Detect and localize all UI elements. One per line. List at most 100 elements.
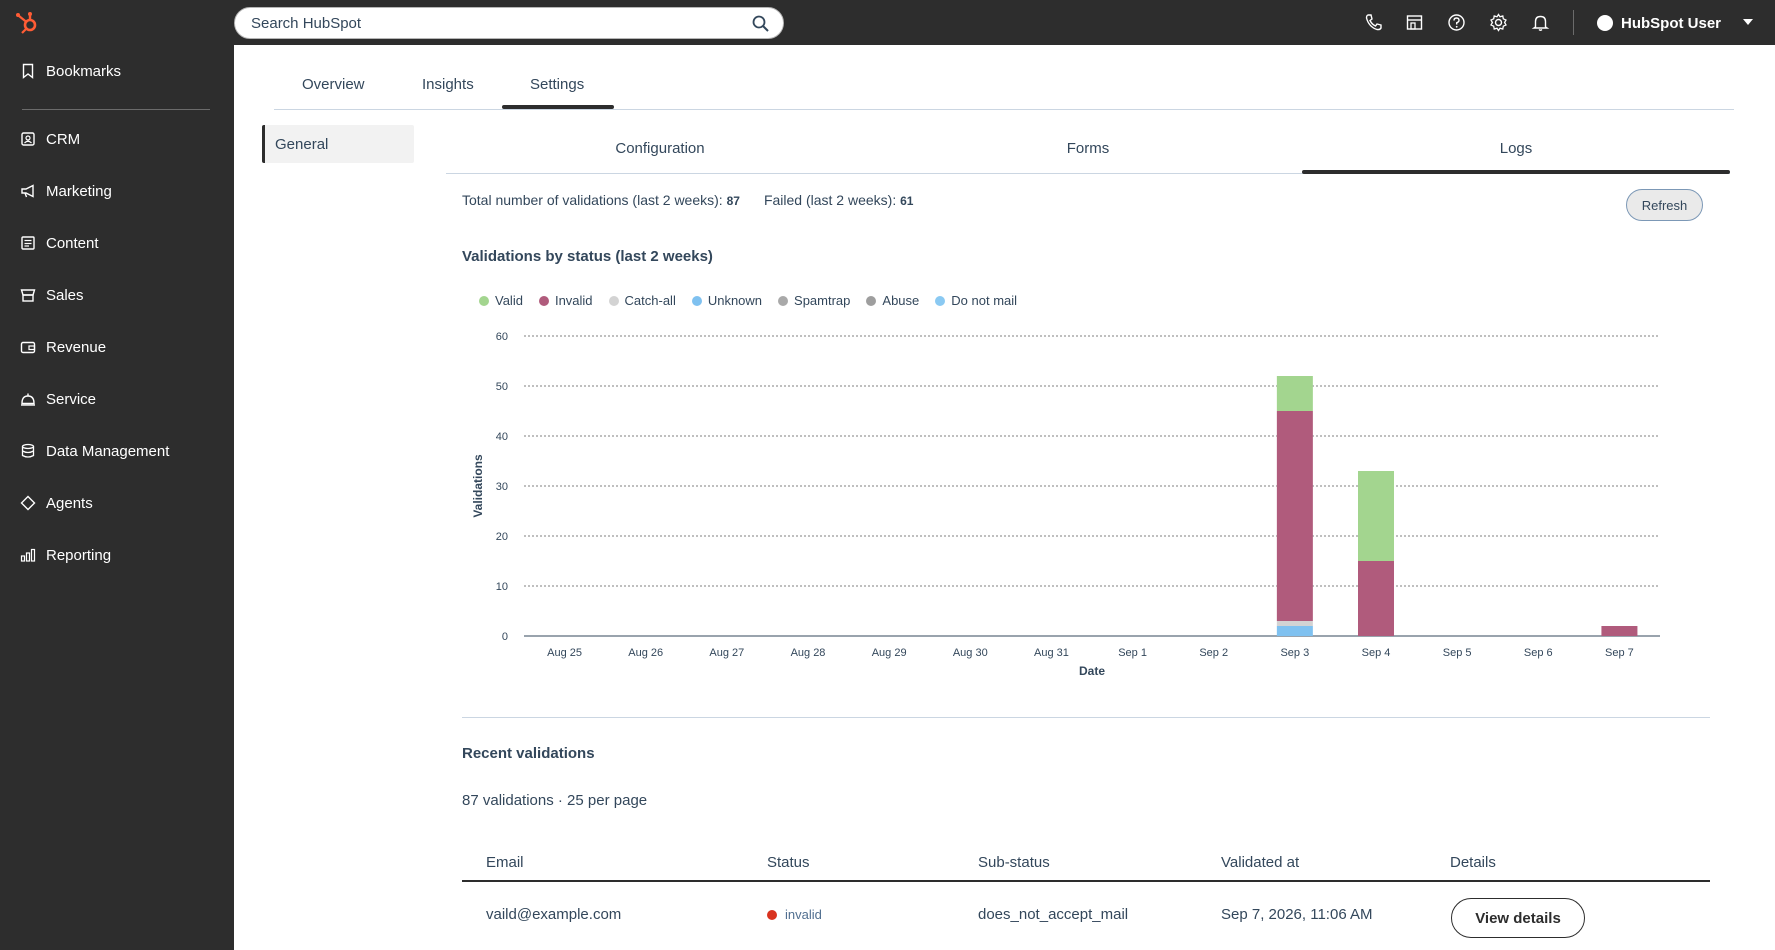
- sidebar-item-label: Content: [46, 234, 99, 252]
- legend-label: Abuse: [882, 293, 920, 308]
- legend-dot-icon: [866, 295, 877, 306]
- x-tick-label: Aug 30: [953, 647, 988, 659]
- search-input[interactable]: [251, 8, 741, 38]
- sidebar-item-revenue[interactable]: Revenue: [20, 334, 106, 360]
- sidebar-item-sales[interactable]: Sales: [20, 282, 84, 308]
- phone-icon[interactable]: [1364, 13, 1383, 32]
- legend-item[interactable]: Catch-all: [608, 293, 676, 308]
- y-tick-label: 0: [502, 631, 508, 643]
- chart-title: Validations by status (last 2 weeks): [462, 248, 713, 265]
- sidebar-item-label: Bookmarks: [46, 62, 122, 80]
- view-details-button[interactable]: View details: [1451, 898, 1585, 938]
- sidebar-item-marketing[interactable]: Marketing: [20, 178, 112, 204]
- tab-overview[interactable]: Overview: [302, 76, 365, 93]
- y-tick-label: 30: [496, 481, 508, 493]
- column-header-validated-at[interactable]: Validated at: [1221, 854, 1300, 871]
- sidebar-item-reporting[interactable]: Reporting: [20, 542, 111, 568]
- x-tick-label: Sep 4: [1362, 647, 1391, 659]
- sidebar-item-label: Sales: [46, 286, 84, 304]
- legend-dot-icon: [479, 295, 489, 306]
- x-tick-label: Sep 7: [1605, 647, 1634, 659]
- help-icon[interactable]: [1447, 13, 1466, 32]
- tab-forms[interactable]: Forms: [1066, 140, 1110, 157]
- total-label: Total number of validations (last 2 week…: [462, 192, 723, 208]
- sub-tabs: Configuration Forms Logs: [446, 130, 1730, 174]
- sidebar-item-service[interactable]: Service: [20, 386, 96, 412]
- chevron-down-icon[interactable]: [1743, 19, 1753, 25]
- tab-configuration[interactable]: Configuration: [615, 140, 705, 157]
- legend-label: Do not mail: [951, 293, 1018, 308]
- hubspot-logo-icon[interactable]: [14, 10, 40, 36]
- y-axis-label: Validations: [471, 454, 485, 518]
- sidebar-item-label: Marketing: [46, 182, 112, 200]
- legend-item[interactable]: Invalid: [538, 293, 593, 308]
- failed-value: 61: [900, 194, 914, 208]
- x-tick-label: Aug 27: [709, 647, 744, 659]
- sidebar-item-label: CRM: [46, 130, 81, 148]
- recent-validations-title: Recent validations: [462, 745, 595, 762]
- search-box[interactable]: [234, 7, 784, 39]
- column-header-sub-status[interactable]: Sub-status: [978, 854, 1050, 871]
- section-divider: [462, 717, 1710, 718]
- y-tick-label: 10: [496, 581, 508, 593]
- database-icon: [21, 443, 35, 458]
- sidebar-item-data-management[interactable]: Data Management: [20, 438, 169, 464]
- avatar[interactable]: [1597, 15, 1613, 31]
- column-header-status[interactable]: Status: [767, 854, 810, 871]
- user-name[interactable]: HubSpot User: [1621, 14, 1722, 32]
- bar-segment: [1276, 626, 1313, 636]
- column-header-details: Details: [1450, 854, 1496, 871]
- x-tick-label: Aug 31: [1034, 647, 1069, 659]
- tab-insights[interactable]: Insights: [422, 76, 474, 93]
- sales-icon: [20, 289, 36, 302]
- main-tabs: Overview Insights Settings: [274, 62, 1734, 110]
- status-dot-icon: [767, 910, 777, 920]
- legend-item[interactable]: Spamtrap: [778, 293, 850, 308]
- legend-dot-icon: [778, 295, 789, 306]
- search-icon[interactable]: [752, 15, 769, 32]
- x-axis-label: Date: [1079, 664, 1105, 678]
- refresh-button[interactable]: Refresh: [1626, 189, 1703, 221]
- settings-gear-icon[interactable]: [1489, 13, 1508, 32]
- chart-legend: Valid Invalid Catch-all Unknown Spamtrap Abus…: [479, 293, 1017, 308]
- tab-settings[interactable]: Settings: [530, 76, 585, 93]
- y-tick-label: 60: [496, 331, 508, 343]
- recent-validations-table: Email Status Sub-status Validated at Det…: [462, 846, 1710, 950]
- bookmark-icon: [22, 63, 34, 79]
- legend-label: Invalid: [554, 293, 593, 308]
- bar-segment: [1276, 411, 1313, 621]
- legend-item[interactable]: Do not mail: [935, 293, 1017, 308]
- sidebar-item-crm[interactable]: CRM: [20, 126, 80, 152]
- legend-item[interactable]: Valid: [479, 293, 523, 308]
- tab-logs[interactable]: Logs: [1499, 140, 1533, 157]
- sidebar-item-label: Reporting: [46, 546, 112, 564]
- legend-dot-icon: [608, 295, 619, 306]
- table-header: Email Status Sub-status Validated at Det…: [462, 846, 1710, 882]
- total-value: 87: [726, 194, 740, 208]
- sidebar-item-content[interactable]: Content: [20, 230, 99, 256]
- y-tick-label: 50: [496, 381, 508, 393]
- sidebar-item-agents[interactable]: Agents: [20, 490, 93, 516]
- x-tick-label: Aug 28: [791, 647, 826, 659]
- settings-nav-general[interactable]: General: [262, 125, 414, 163]
- topbar-divider: [1573, 10, 1574, 35]
- marketplace-icon[interactable]: [1405, 13, 1424, 32]
- sidebar-item-label: Revenue: [46, 338, 107, 356]
- sidebar: Bookmarks CRM Marketing Content Sales Re…: [0, 45, 234, 950]
- notifications-bell-icon[interactable]: [1531, 13, 1550, 32]
- failed-label: Failed (last 2 weeks):: [763, 192, 897, 208]
- legend-label: Spamtrap: [794, 293, 851, 308]
- bell-service-icon: [21, 393, 35, 406]
- sidebar-item-bookmarks[interactable]: Bookmarks: [20, 58, 121, 84]
- total-validations: Total number of validations (last 2 week…: [462, 192, 740, 208]
- y-tick-label: 40: [496, 431, 508, 443]
- legend-item[interactable]: Unknown: [691, 293, 762, 308]
- user-menu[interactable]: HubSpot User: [1597, 12, 1721, 34]
- active-tab-indicator: [502, 105, 614, 109]
- legend-item[interactable]: Abuse: [866, 293, 919, 308]
- x-tick-label: Sep 6: [1524, 647, 1553, 659]
- status-badge: invalid: [785, 907, 822, 922]
- column-header-email[interactable]: Email: [486, 854, 524, 871]
- sidebar-item-label: Agents: [46, 494, 93, 512]
- table-row: vaild@example.com invalid does_not_accep…: [462, 882, 1710, 950]
